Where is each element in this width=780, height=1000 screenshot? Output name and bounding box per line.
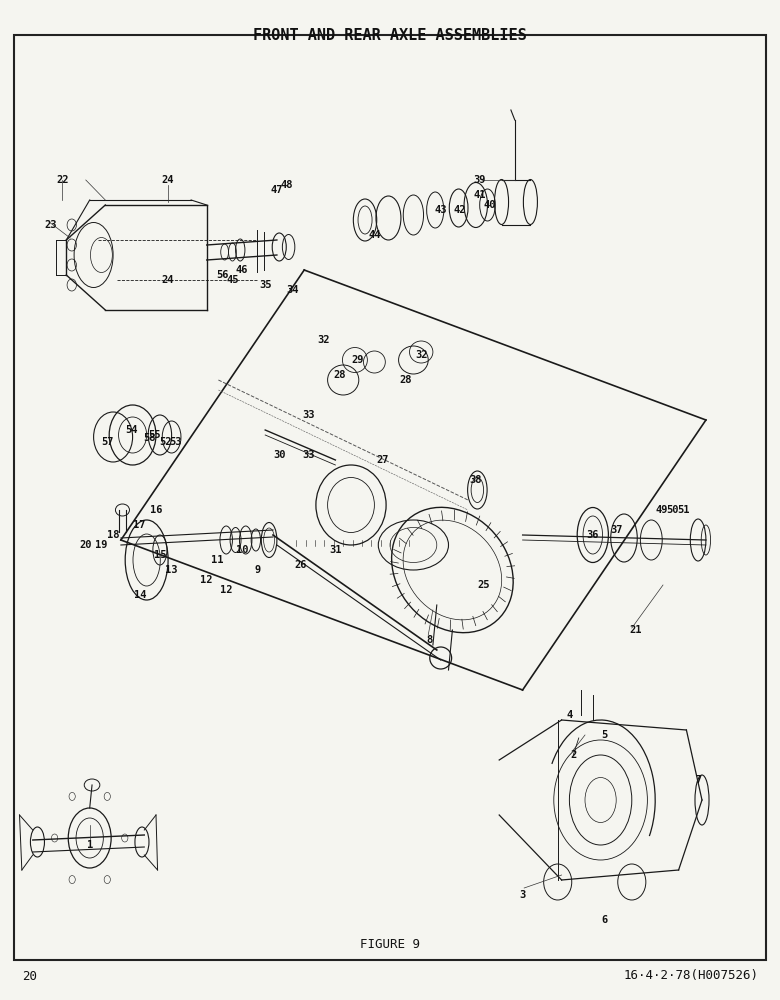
Text: 36: 36 (587, 530, 599, 540)
Text: 17: 17 (133, 520, 145, 530)
Text: 48: 48 (281, 180, 293, 190)
Text: 52: 52 (159, 437, 172, 447)
Text: 42: 42 (454, 205, 466, 215)
Text: 40: 40 (484, 200, 496, 210)
Text: 27: 27 (376, 455, 388, 465)
Text: 29: 29 (351, 355, 363, 365)
Text: 34: 34 (286, 285, 299, 295)
Text: 37: 37 (610, 525, 622, 535)
Text: 38: 38 (470, 475, 482, 485)
Text: 26: 26 (294, 560, 307, 570)
Text: 28: 28 (333, 370, 346, 380)
Text: 46: 46 (236, 265, 248, 275)
Text: 45: 45 (226, 275, 239, 285)
Text: 7: 7 (695, 775, 701, 785)
Text: 11: 11 (211, 555, 223, 565)
Text: 15: 15 (154, 550, 166, 560)
Text: 12: 12 (220, 585, 232, 595)
Text: 25: 25 (477, 580, 490, 590)
Text: 13: 13 (165, 565, 178, 575)
Text: 10: 10 (236, 545, 248, 555)
Text: 44: 44 (368, 230, 381, 240)
Text: 8: 8 (426, 635, 432, 645)
Text: 20: 20 (22, 970, 37, 982)
Text: 39: 39 (473, 175, 486, 185)
Text: 23: 23 (44, 220, 57, 230)
Text: 55: 55 (148, 430, 161, 440)
Text: 22: 22 (56, 175, 69, 185)
Text: 41: 41 (473, 190, 486, 200)
Text: 51: 51 (677, 505, 690, 515)
Text: 16·4·2·78(H007526): 16·4·2·78(H007526) (623, 970, 758, 982)
Text: FRONT AND REAR AXLE ASSEMBLIES: FRONT AND REAR AXLE ASSEMBLIES (254, 27, 526, 42)
Text: 35: 35 (259, 280, 271, 290)
Text: 58: 58 (144, 433, 156, 443)
Text: 14: 14 (134, 590, 147, 600)
Text: 16: 16 (150, 505, 162, 515)
Text: 24: 24 (161, 275, 174, 285)
Text: 24: 24 (161, 175, 174, 185)
Text: 33: 33 (302, 410, 314, 420)
Text: 56: 56 (216, 270, 229, 280)
Text: 18: 18 (107, 530, 119, 540)
Text: 53: 53 (169, 437, 182, 447)
Text: 12: 12 (200, 575, 213, 585)
Text: 57: 57 (101, 437, 114, 447)
Text: 50: 50 (666, 505, 679, 515)
Text: 19: 19 (95, 540, 108, 550)
Text: 31: 31 (329, 545, 342, 555)
Text: 20: 20 (80, 540, 92, 550)
Text: 43: 43 (434, 205, 447, 215)
Text: 5: 5 (601, 730, 608, 740)
Text: FIGURE 9: FIGURE 9 (360, 938, 420, 952)
Text: 3: 3 (519, 890, 526, 900)
Text: 47: 47 (271, 185, 283, 195)
Text: 49: 49 (655, 505, 668, 515)
Text: 21: 21 (629, 625, 642, 635)
Text: 9: 9 (254, 565, 261, 575)
Text: 28: 28 (399, 375, 412, 385)
Text: 1: 1 (87, 840, 93, 850)
Text: 54: 54 (125, 425, 137, 435)
Text: 30: 30 (273, 450, 285, 460)
Text: 6: 6 (601, 915, 608, 925)
Text: 2: 2 (570, 750, 576, 760)
Text: 32: 32 (317, 335, 330, 345)
Text: 32: 32 (415, 350, 427, 360)
Text: 33: 33 (302, 450, 314, 460)
Text: 4: 4 (566, 710, 573, 720)
